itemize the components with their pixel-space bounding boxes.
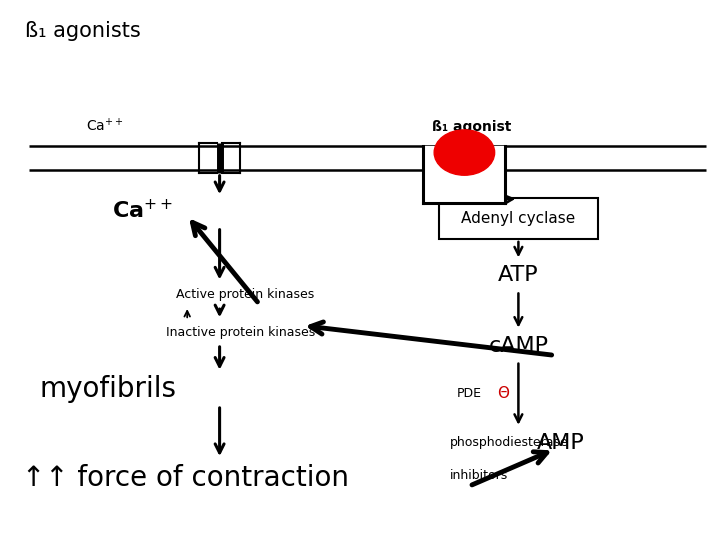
Text: Adenyl cyclase: Adenyl cyclase — [462, 211, 575, 226]
Text: myofibrils: myofibrils — [40, 375, 176, 403]
Text: phosphodiesterase: phosphodiesterase — [450, 436, 569, 449]
Text: ATP: ATP — [498, 265, 539, 286]
Text: Ca$^{++}$: Ca$^{++}$ — [86, 117, 124, 134]
Text: Ca$^{++}$: Ca$^{++}$ — [112, 199, 173, 222]
Text: AMP: AMP — [536, 433, 584, 453]
Text: ß₁ agonist: ß₁ agonist — [432, 120, 511, 134]
Text: PDE: PDE — [457, 387, 482, 400]
Text: Θ: Θ — [497, 386, 509, 401]
Text: ß₁ agonists: ß₁ agonists — [25, 21, 141, 40]
Text: Active protein kinases: Active protein kinases — [176, 288, 315, 301]
Text: Inactive protein kinases: Inactive protein kinases — [166, 326, 315, 339]
Text: ↑↑ force of contraction: ↑↑ force of contraction — [22, 464, 348, 492]
Bar — [423, 146, 505, 202]
Bar — [439, 198, 598, 239]
Text: inhibitors: inhibitors — [450, 469, 508, 482]
Text: cAMP: cAMP — [488, 335, 549, 356]
Circle shape — [434, 130, 495, 175]
